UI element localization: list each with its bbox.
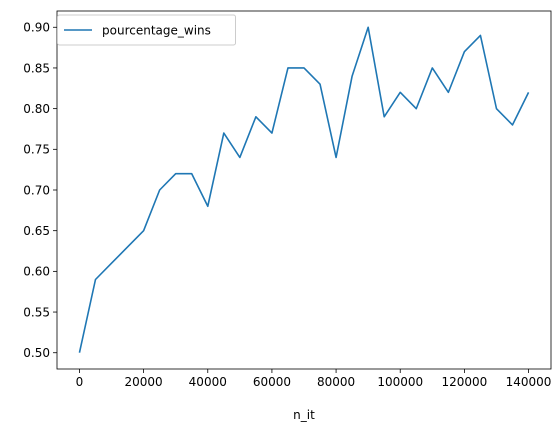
y-tick-label: 0.70 bbox=[23, 183, 50, 197]
series-layer bbox=[78, 26, 530, 353]
x-tick-label: 140000 bbox=[506, 375, 552, 389]
y-tick-label: 0.75 bbox=[23, 143, 50, 157]
x-tick-label: 100000 bbox=[377, 375, 423, 389]
y-tick-label: 0.60 bbox=[23, 265, 50, 279]
y-tick-label: 0.50 bbox=[23, 346, 50, 360]
x-tick-label: 40000 bbox=[189, 375, 227, 389]
x-axis: 0 20000 40000 60000 80000 100000 120000 140000 bbox=[76, 369, 552, 389]
x-tick-label: 0 bbox=[76, 375, 84, 389]
y-tick-label: 0.80 bbox=[23, 102, 50, 116]
series-line-pourcentage_wins bbox=[78, 26, 530, 353]
y-tick-label: 0.65 bbox=[23, 224, 50, 238]
x-tick-label: 120000 bbox=[441, 375, 487, 389]
y-tick-label: 0.55 bbox=[23, 305, 50, 319]
x-tick-label: 80000 bbox=[317, 375, 355, 389]
plot-area bbox=[56, 10, 552, 370]
y-axis: 0.50 0.55 0.60 0.65 0.70 0.75 0.80 0.85 0.90 bbox=[23, 21, 57, 360]
legend-box bbox=[57, 14, 236, 46]
y-tick-label: 0.85 bbox=[23, 61, 50, 75]
x-tick-label: 60000 bbox=[253, 375, 291, 389]
x-axis-label: n_it bbox=[293, 408, 315, 422]
x-tick-label: 20000 bbox=[125, 375, 163, 389]
legend-label: pourcentage_wins bbox=[102, 24, 211, 38]
legend: pourcentage_wins bbox=[57, 14, 236, 46]
y-tick-label: 0.90 bbox=[23, 21, 50, 35]
